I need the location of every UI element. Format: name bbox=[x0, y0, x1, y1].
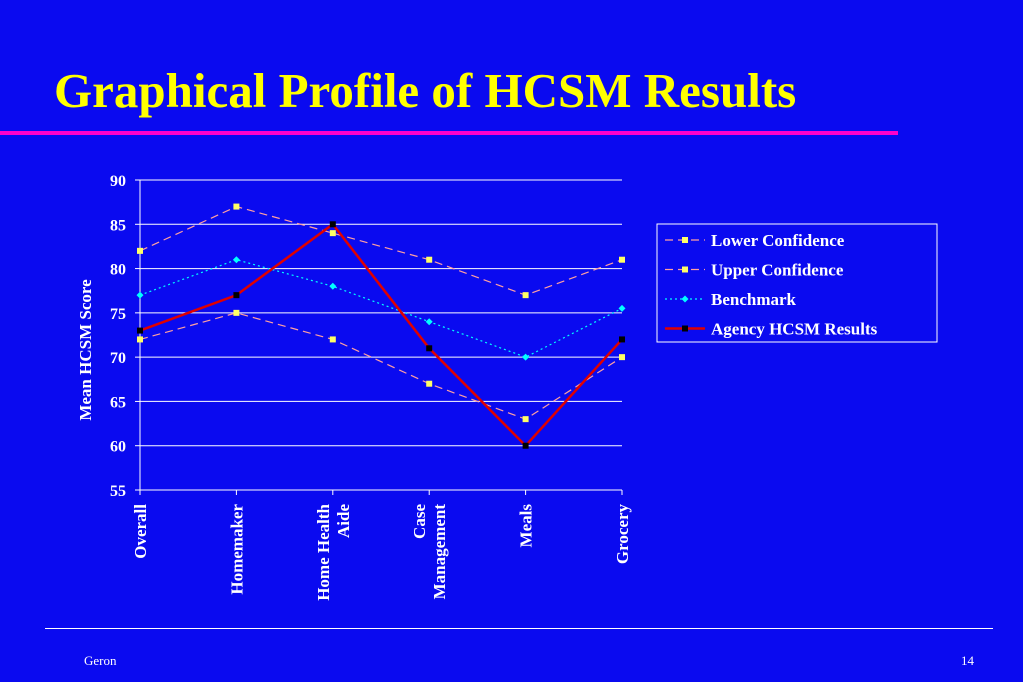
legend-item: Agency HCSM Results bbox=[665, 320, 878, 339]
chart-series bbox=[136, 203, 626, 449]
y-tick-label: 70 bbox=[110, 350, 126, 367]
data-point bbox=[522, 416, 529, 423]
data-point bbox=[232, 256, 240, 264]
chart-axes bbox=[139, 180, 622, 491]
y-tick-label: 55 bbox=[110, 483, 126, 500]
y-tick-labels: 55 60 65 70 75 80 85 90 bbox=[110, 173, 126, 500]
x-tick-label-line: Case bbox=[410, 504, 429, 539]
legend-label: Upper Confidence bbox=[711, 261, 844, 280]
legend-label: Agency HCSM Results bbox=[711, 320, 878, 339]
legend-marker bbox=[681, 295, 689, 303]
y-tick-label: 75 bbox=[110, 306, 126, 323]
y-tick-label: 65 bbox=[110, 394, 126, 411]
data-point bbox=[425, 318, 433, 326]
series-line bbox=[139, 259, 623, 358]
x-tick-label-line: Homemaker bbox=[227, 504, 246, 595]
title-divider bbox=[0, 131, 898, 135]
x-tick-label-line: Meals bbox=[517, 504, 536, 548]
data-point bbox=[233, 203, 240, 210]
series-benchmark bbox=[136, 256, 626, 361]
x-tick-label-line: Management bbox=[430, 504, 449, 600]
slide-title: Graphical Profile of HCSM Results bbox=[54, 63, 797, 118]
page-number: 14 bbox=[961, 653, 974, 668]
data-point bbox=[522, 292, 529, 299]
y-tick-label: 80 bbox=[110, 262, 126, 279]
legend-marker bbox=[682, 325, 688, 332]
x-tick-label: Case Management bbox=[410, 504, 449, 600]
x-tick-label: Meals bbox=[517, 504, 536, 548]
data-point bbox=[233, 292, 240, 299]
legend-item: Lower Confidence bbox=[665, 231, 845, 250]
x-tick-label-line: Aide bbox=[334, 504, 353, 538]
data-point bbox=[522, 353, 530, 361]
series-lower-confidence bbox=[137, 309, 625, 423]
data-point bbox=[329, 221, 336, 228]
data-point bbox=[329, 230, 336, 237]
x-tick-label-line: Grocery bbox=[613, 504, 632, 565]
y-tick-label: 90 bbox=[110, 173, 126, 190]
legend-label: Benchmark bbox=[711, 290, 797, 309]
data-point bbox=[233, 309, 240, 316]
x-tick-label: Overall bbox=[131, 504, 150, 559]
data-point bbox=[137, 327, 143, 334]
chart-legend: Lower Confidence Upper Confidence Benchmar… bbox=[656, 223, 938, 343]
data-point bbox=[426, 256, 433, 263]
data-point bbox=[522, 442, 529, 449]
x-tick-label-line: Home Health bbox=[314, 503, 333, 600]
x-tick-label-line: Overall bbox=[131, 504, 150, 559]
data-point bbox=[136, 291, 144, 299]
legend-marker bbox=[682, 237, 688, 243]
series-line bbox=[139, 222, 623, 448]
data-point bbox=[426, 345, 433, 352]
y-axis-title: Mean HCSM Score bbox=[76, 279, 95, 421]
x-tick-label: Home Health Aide bbox=[314, 503, 353, 600]
legend-label: Lower Confidence bbox=[711, 231, 845, 250]
data-point bbox=[137, 336, 143, 343]
x-tick-label: Homemaker bbox=[227, 504, 246, 595]
chart-gridlines bbox=[135, 179, 622, 491]
x-tick-labels: Overall Homemaker Home Health Aide Case Manag… bbox=[131, 490, 632, 601]
y-tick-label: 85 bbox=[110, 217, 126, 234]
legend-box bbox=[656, 223, 938, 343]
legend-marker bbox=[682, 266, 688, 273]
x-tick-label: Grocery bbox=[613, 504, 632, 565]
series-line bbox=[139, 312, 623, 420]
data-point bbox=[619, 256, 625, 263]
legend-item: Benchmark bbox=[665, 290, 797, 309]
legend-item: Upper Confidence bbox=[665, 261, 844, 280]
data-point bbox=[137, 247, 143, 254]
data-point bbox=[619, 354, 625, 361]
footer-divider bbox=[45, 628, 993, 629]
series-upper-confidence bbox=[137, 203, 625, 299]
series-line bbox=[139, 205, 623, 296]
data-point bbox=[619, 336, 625, 343]
series-agency-hcsm-results bbox=[137, 221, 625, 449]
data-point bbox=[329, 336, 336, 343]
footer-author: Geron bbox=[84, 653, 117, 668]
data-point bbox=[426, 380, 433, 387]
data-point bbox=[618, 304, 626, 312]
y-tick-label: 60 bbox=[110, 439, 126, 456]
data-point bbox=[329, 282, 337, 290]
